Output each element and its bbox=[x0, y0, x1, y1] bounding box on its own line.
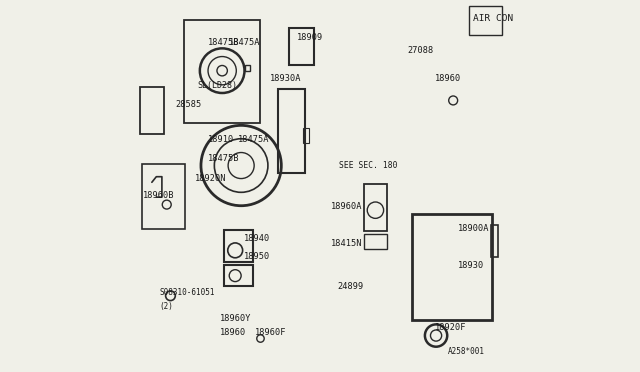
Text: 18950: 18950 bbox=[244, 252, 270, 261]
Text: SL(LD28): SL(LD28) bbox=[198, 81, 237, 90]
Text: 18960B: 18960B bbox=[143, 191, 174, 200]
Text: 18475A: 18475A bbox=[229, 38, 260, 47]
Text: 18475B: 18475B bbox=[209, 38, 240, 47]
Text: 24899: 24899 bbox=[338, 282, 364, 291]
Bar bbox=[491, 225, 498, 257]
Text: 18960: 18960 bbox=[220, 328, 246, 337]
Bar bbox=[289, 28, 314, 65]
Text: 18475A: 18475A bbox=[238, 135, 269, 144]
Text: S08310-61051: S08310-61051 bbox=[159, 288, 215, 296]
Bar bbox=[184, 20, 260, 123]
Bar bbox=[140, 87, 164, 134]
Bar bbox=[224, 265, 253, 286]
Text: 18930A: 18930A bbox=[270, 74, 301, 83]
Text: 18940: 18940 bbox=[244, 234, 270, 243]
Bar bbox=[303, 128, 309, 143]
Bar bbox=[412, 214, 492, 320]
Text: 27088: 27088 bbox=[408, 46, 434, 55]
Text: 18960F: 18960F bbox=[255, 328, 287, 337]
Text: 18900A: 18900A bbox=[458, 224, 490, 233]
Bar bbox=[142, 164, 185, 229]
Text: 18930: 18930 bbox=[458, 262, 484, 270]
Text: A258*001: A258*001 bbox=[447, 347, 484, 356]
Bar bbox=[468, 6, 502, 35]
Text: 18960A: 18960A bbox=[331, 202, 363, 211]
Text: 18475B: 18475B bbox=[209, 154, 240, 163]
Text: 18909: 18909 bbox=[297, 33, 323, 42]
Text: SEE SEC. 180: SEE SEC. 180 bbox=[339, 161, 397, 170]
Text: 18910: 18910 bbox=[209, 135, 235, 144]
Text: (2): (2) bbox=[159, 302, 173, 311]
Text: 18960: 18960 bbox=[435, 74, 461, 83]
Text: 28585: 28585 bbox=[175, 100, 201, 109]
Text: 18960Y: 18960Y bbox=[220, 314, 251, 323]
Text: AIR CON: AIR CON bbox=[473, 14, 513, 23]
Text: 18920F: 18920F bbox=[435, 323, 467, 332]
Bar bbox=[245, 65, 250, 71]
Text: 18415N: 18415N bbox=[331, 239, 363, 248]
Bar bbox=[364, 184, 387, 231]
Bar bbox=[364, 234, 387, 249]
Bar bbox=[278, 89, 305, 173]
Bar bbox=[224, 230, 253, 262]
Text: 18920N: 18920N bbox=[195, 174, 226, 183]
